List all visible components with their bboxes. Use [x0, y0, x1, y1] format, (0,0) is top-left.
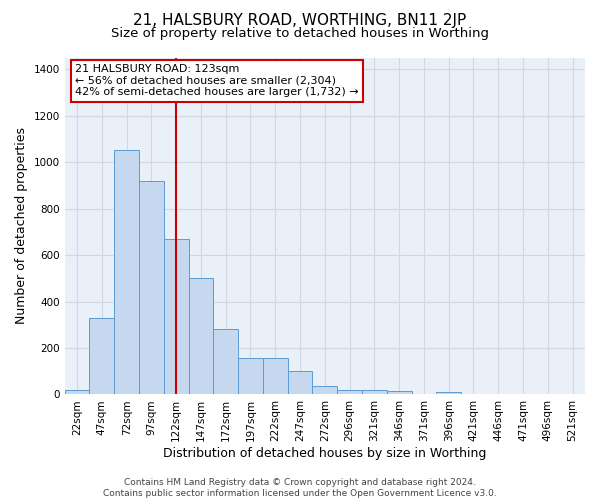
Bar	[238, 358, 263, 394]
X-axis label: Distribution of detached houses by size in Worthing: Distribution of detached houses by size …	[163, 447, 487, 460]
Bar	[214, 330, 238, 394]
Bar	[436, 392, 461, 394]
Bar	[263, 358, 287, 394]
Text: Size of property relative to detached houses in Worthing: Size of property relative to detached ho…	[111, 28, 489, 40]
Bar	[313, 386, 337, 394]
Bar	[287, 371, 313, 394]
Bar	[387, 391, 412, 394]
Bar	[164, 239, 188, 394]
Bar	[337, 390, 362, 394]
Bar	[188, 278, 214, 394]
Bar	[65, 390, 89, 394]
Bar	[114, 150, 139, 394]
Text: 21 HALSBURY ROAD: 123sqm
← 56% of detached houses are smaller (2,304)
42% of sem: 21 HALSBURY ROAD: 123sqm ← 56% of detach…	[75, 64, 359, 98]
Y-axis label: Number of detached properties: Number of detached properties	[15, 128, 28, 324]
Bar	[362, 390, 387, 394]
Bar	[139, 180, 164, 394]
Bar	[89, 318, 114, 394]
Text: Contains HM Land Registry data © Crown copyright and database right 2024.
Contai: Contains HM Land Registry data © Crown c…	[103, 478, 497, 498]
Text: 21, HALSBURY ROAD, WORTHING, BN11 2JP: 21, HALSBURY ROAD, WORTHING, BN11 2JP	[133, 12, 467, 28]
